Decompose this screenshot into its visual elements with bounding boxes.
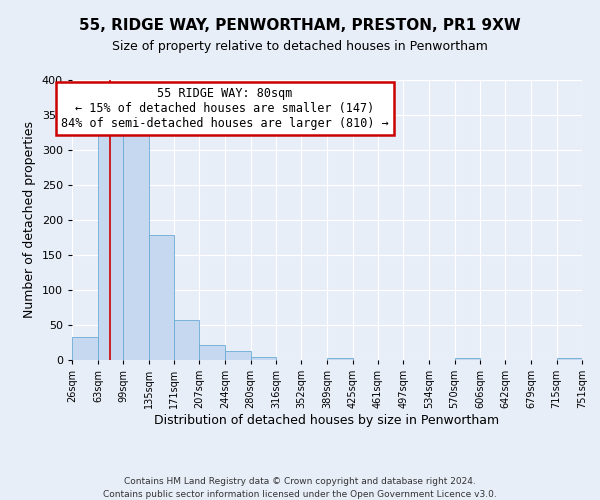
Bar xyxy=(455,358,480,360)
Text: Size of property relative to detached houses in Penwortham: Size of property relative to detached ho… xyxy=(112,40,488,53)
Bar xyxy=(251,356,276,360)
Text: Contains public sector information licensed under the Open Government Licence v3: Contains public sector information licen… xyxy=(103,490,497,499)
Y-axis label: Number of detached properties: Number of detached properties xyxy=(23,122,36,318)
Bar xyxy=(174,320,199,360)
Bar xyxy=(226,351,251,360)
Bar xyxy=(557,358,582,360)
Bar xyxy=(199,344,226,360)
Text: Contains HM Land Registry data © Crown copyright and database right 2024.: Contains HM Land Registry data © Crown c… xyxy=(124,478,476,486)
Bar xyxy=(98,132,124,360)
Text: 55 RIDGE WAY: 80sqm
← 15% of detached houses are smaller (147)
84% of semi-detac: 55 RIDGE WAY: 80sqm ← 15% of detached ho… xyxy=(61,87,389,130)
Text: 55, RIDGE WAY, PENWORTHAM, PRESTON, PR1 9XW: 55, RIDGE WAY, PENWORTHAM, PRESTON, PR1 … xyxy=(79,18,521,32)
X-axis label: Distribution of detached houses by size in Penwortham: Distribution of detached houses by size … xyxy=(154,414,500,427)
Bar xyxy=(72,337,98,360)
Bar xyxy=(328,358,353,360)
Bar xyxy=(124,126,149,360)
Bar xyxy=(149,236,174,360)
